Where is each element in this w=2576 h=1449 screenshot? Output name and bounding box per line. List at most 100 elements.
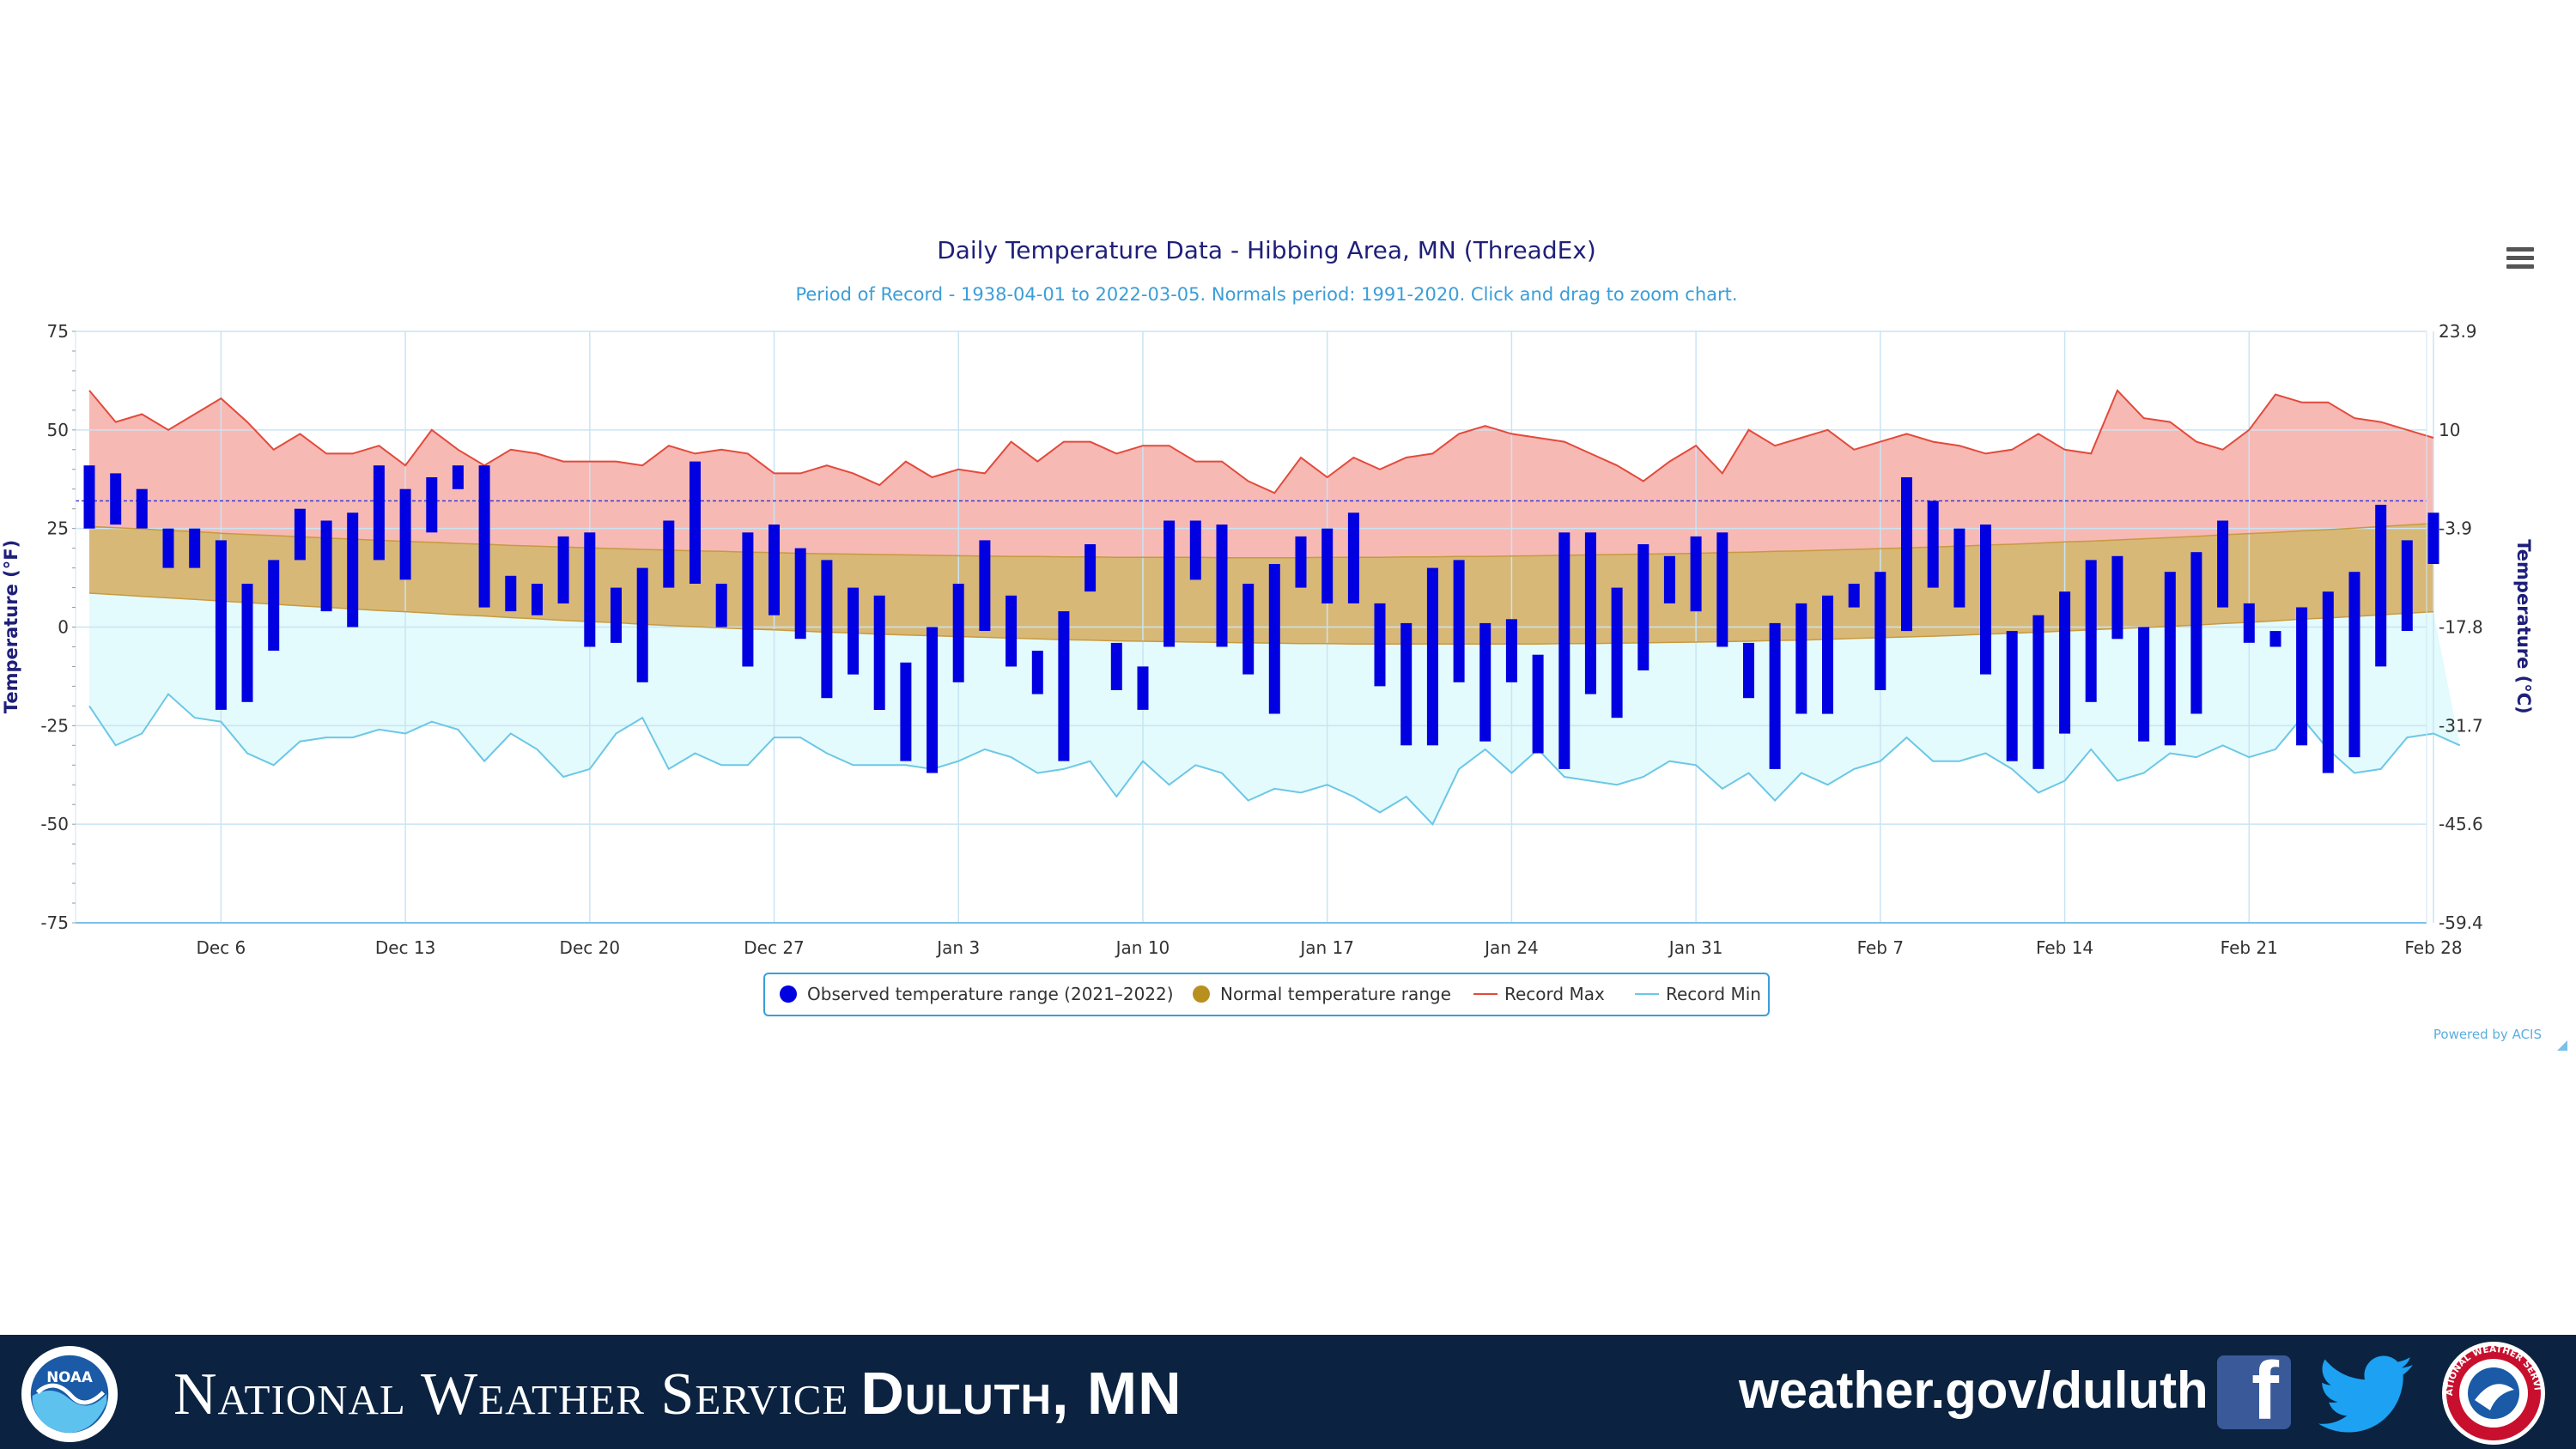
legend-record-min-label: Record Min <box>1666 984 1761 1004</box>
observed-bar <box>1479 622 1492 742</box>
axes: 75 50 25 0 -25 -50 -75 23.9 10 -3.9 -17.8 -31.7 -45.… <box>40 321 2482 958</box>
x-tick-label: Feb 21 <box>2221 937 2278 958</box>
record-max-line <box>88 389 2434 494</box>
observed-bar <box>2059 591 2071 734</box>
observed-bar <box>873 595 885 710</box>
observed-bar <box>663 520 675 588</box>
menu-bar <box>2506 247 2534 252</box>
legend: Observed temperature range (2021–2022) N… <box>763 973 1770 1016</box>
x-tick-label: Jan 17 <box>1298 937 1354 958</box>
observed-bar <box>1901 477 1912 632</box>
observed-bar <box>900 662 912 761</box>
y-tick-label-right: -17.8 <box>2439 617 2483 638</box>
legend-observed-marker <box>780 985 797 1003</box>
observed-bar <box>1663 555 1675 603</box>
observed-bar <box>268 560 280 651</box>
y-tick-label-right: 23.9 <box>2439 321 2477 342</box>
observed-bar <box>821 560 833 699</box>
observed-bar <box>2217 520 2229 608</box>
observed-bar <box>557 536 569 603</box>
observed-bar <box>2375 505 2387 667</box>
y-tick-label-left: -50 <box>40 814 69 834</box>
x-tick-label: Feb 28 <box>2404 937 2462 958</box>
observed-bar <box>979 540 991 631</box>
y-tick-label-left: 75 <box>47 321 69 342</box>
observed-bar <box>136 488 148 529</box>
observed-bar <box>215 540 227 710</box>
observed-bar <box>1558 532 1571 769</box>
legend-normal-marker <box>1193 985 1210 1003</box>
observed-bar <box>2111 555 2123 640</box>
observed-bar <box>83 465 95 529</box>
observed-bar <box>320 520 332 612</box>
hamburger-icon[interactable] <box>2506 247 2534 271</box>
x-tick-label: Feb 7 <box>1857 937 1905 958</box>
y-axis-title-right: Temperature (°C) <box>2513 539 2534 713</box>
y-tick-label-right: -3.9 <box>2439 518 2472 539</box>
observed-bar <box>1690 536 1702 612</box>
chart-container[interactable]: Daily Temperature Data - Hibbing Area, M… <box>0 0 2576 1335</box>
observed-bar <box>2322 591 2334 773</box>
observed-bar <box>1084 544 1097 592</box>
observed-bar <box>1927 500 1939 588</box>
observed-bar <box>2138 627 2150 742</box>
observed-bar <box>715 584 727 627</box>
y-tick-label-right: -59.4 <box>2439 912 2483 933</box>
observed-bar <box>1058 611 1070 761</box>
observed-bar <box>584 532 596 647</box>
legend-box <box>763 973 1770 1016</box>
observed-bar <box>110 473 122 525</box>
twitter-icon[interactable] <box>2318 1355 2413 1433</box>
observed-bar <box>1031 651 1043 694</box>
y-axis-title-left: Temperature (°F) <box>1 540 21 713</box>
normal-range-area <box>89 523 2433 645</box>
y-tick-label-left: 0 <box>58 617 69 638</box>
observed-bar <box>794 548 806 640</box>
observed-bar <box>241 584 253 702</box>
nws-logo[interactable]: NATIONAL WEATHER SERVICE <box>2440 1340 2547 1446</box>
observed-bar <box>162 528 174 568</box>
observed-bar <box>1980 524 1991 675</box>
legend-item-observed[interactable]: Observed temperature range (2021–2022) <box>780 984 1174 1004</box>
observed-bar <box>294 508 306 561</box>
observed-bar <box>1189 520 1201 580</box>
website-link[interactable]: weather.gov/duluth <box>1739 1361 2208 1419</box>
y-tick-label-right: -45.6 <box>2439 814 2483 834</box>
y-tick-label-left: 25 <box>47 518 69 539</box>
facebook-icon[interactable]: f <box>2217 1350 2291 1433</box>
observed-bar <box>690 461 701 584</box>
observed-bar <box>399 488 411 580</box>
office-title: National Weather Service Duluth, MN <box>173 1359 1182 1429</box>
observed-bar <box>927 627 939 773</box>
x-tick-label: Dec 6 <box>196 937 246 958</box>
legend-record-max-label: Record Max <box>1504 984 1605 1004</box>
record-max-area <box>89 390 2433 558</box>
observed-bar <box>1716 532 1728 647</box>
observed-bar <box>452 465 464 489</box>
observed-bar <box>189 528 201 568</box>
office-name: Duluth, MN <box>860 1360 1182 1427</box>
legend-item-normal[interactable]: Normal temperature range <box>1193 984 1451 1004</box>
noaa-logo-text: NOAA <box>46 1368 93 1385</box>
observed-bar <box>1822 595 1833 714</box>
observed-bar <box>1953 528 1965 608</box>
powered-by-credit[interactable]: Powered by ACIS <box>2433 1027 2542 1042</box>
resize-corner[interactable] <box>2557 1040 2567 1051</box>
observed-bar <box>1743 642 1754 699</box>
noaa-logo[interactable]: NOAA <box>19 1343 120 1445</box>
temperature-chart[interactable]: Daily Temperature Data - Hibbing Area, M… <box>0 0 2576 1335</box>
y-tick-label-left: -25 <box>40 715 69 736</box>
legend-item-record-min[interactable]: Record Min <box>1635 984 1761 1004</box>
legend-item-record-max[interactable]: Record Max <box>1473 984 1605 1004</box>
observed-bar <box>1637 544 1649 670</box>
observed-bar <box>611 587 622 643</box>
record-min-line <box>88 693 2461 826</box>
x-tick-label: Jan 31 <box>1668 937 1723 958</box>
menu-bar <box>2506 264 2534 269</box>
plot-area[interactable] <box>76 330 2461 924</box>
x-tick-label: Jan 3 <box>935 937 980 958</box>
observed-bar <box>1453 560 1465 682</box>
legend-observed-label: Observed temperature range (2021–2022) <box>807 984 1174 1004</box>
x-tick-label: Dec 20 <box>560 937 621 958</box>
observed-bar <box>1400 622 1413 746</box>
